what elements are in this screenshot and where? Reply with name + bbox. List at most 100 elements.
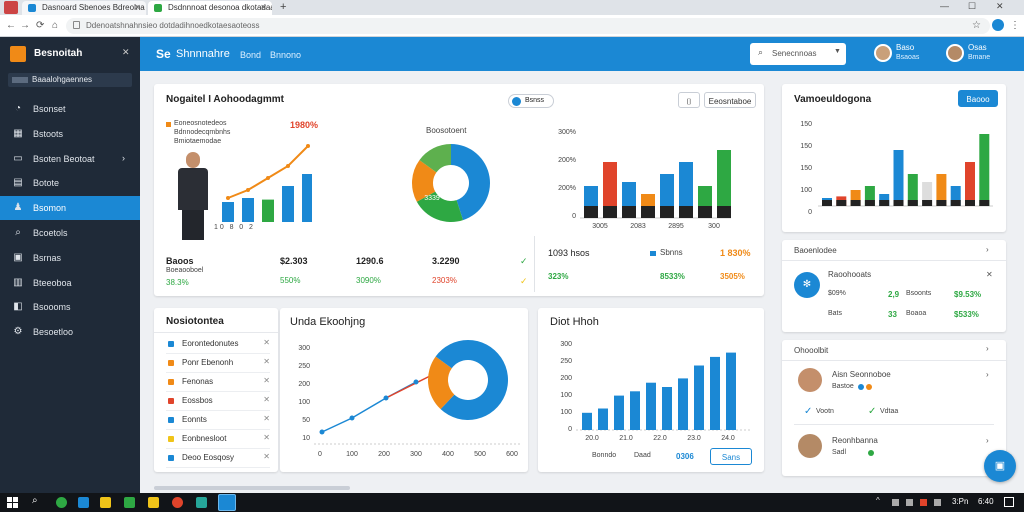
stat-value-3: 3.2290 — [432, 256, 460, 266]
sidebar-item-1[interactable]: ▦ Bstoots — [0, 122, 140, 146]
bar — [678, 378, 688, 430]
list-item[interactable]: Deoo Eosqosy ✕ — [166, 448, 270, 468]
list-item[interactable]: Eonbnesloot ✕ — [166, 429, 270, 449]
browser-tab-1[interactable]: Dasnoard Sbenoes Bdreolna ✕ — [22, 1, 146, 15]
sidebar-item-3[interactable]: ▤ Botote — [0, 171, 140, 195]
tray-icon-red[interactable] — [920, 499, 927, 506]
tray-icon-3[interactable] — [934, 499, 941, 506]
header-tab-bond[interactable]: Bond — [240, 50, 262, 60]
right-top-button[interactable]: Baooo — [958, 90, 998, 107]
close-icon[interactable]: ✕ — [263, 395, 270, 404]
close-icon[interactable]: ✕ — [986, 270, 993, 279]
home-icon[interactable]: ⌂ — [52, 20, 59, 31]
file-explorer-icon[interactable] — [100, 497, 111, 508]
close-icon[interactable]: ✕ — [263, 414, 270, 423]
right-mid-divider — [782, 260, 1006, 261]
y-tick-label: 150 — [800, 165, 812, 172]
person-divider — [794, 424, 994, 425]
tray-icon-2[interactable] — [906, 499, 913, 506]
list-bullet-icon — [168, 436, 174, 442]
bar — [965, 162, 975, 206]
footer-button[interactable]: Sans — [710, 448, 752, 465]
search-input[interactable]: ⌕ Senecnnoas ▼ — [750, 43, 846, 65]
chevron-right-icon[interactable]: › — [986, 436, 989, 445]
sidebar-item-5[interactable]: ⌕ Bcoetols — [0, 221, 140, 245]
growth-point — [306, 144, 310, 148]
app-icon-active[interactable] — [218, 494, 236, 511]
chevron-down-icon[interactable]: › — [986, 245, 989, 254]
app-icon-yellow[interactable] — [148, 497, 159, 508]
export-button[interactable]: Eeosntaboe — [704, 92, 756, 108]
forward-icon[interactable]: → — [20, 20, 30, 31]
profile-icon[interactable] — [992, 19, 1004, 31]
tray-chevron-icon[interactable]: ^ — [876, 496, 880, 505]
menu-icon[interactable]: ⋮ — [1010, 20, 1020, 31]
chevron-right-icon[interactable]: › — [986, 370, 989, 379]
star-icon[interactable]: ☆ — [972, 20, 981, 31]
minimize-icon[interactable]: — — [940, 1, 949, 11]
header-tab-bnnono[interactable]: Bnnono — [270, 50, 302, 60]
user-avatar-2[interactable] — [946, 44, 964, 62]
bar-chart-card: Diot Hhoh 300 250 200 100 100 0 20.0 21.0 22.0 23… — [538, 308, 764, 472]
edge-icon[interactable] — [78, 497, 89, 508]
horizontal-scrollbar[interactable] — [154, 486, 350, 490]
close-tab-icon[interactable]: ✕ — [260, 3, 267, 12]
sidebar-item-0[interactable]: ◔ Bsonset — [0, 97, 140, 121]
x-tick-label: 100 — [346, 451, 358, 458]
taskbar-clock[interactable]: 3:Pn — [952, 497, 969, 506]
sidebar-subtitle-box: Baaalohgaennes — [8, 73, 132, 87]
close-tab-icon[interactable]: ✕ — [134, 3, 141, 12]
app-icon-multicolor[interactable] — [172, 497, 183, 508]
sidebar-close-icon[interactable]: ✕ — [122, 47, 130, 57]
sidebar-item-6[interactable]: ▣ Bsrnas — [0, 246, 140, 270]
app-icon-green[interactable] — [124, 497, 135, 508]
sidebar-item-9[interactable]: ⚙ Besoetloo — [0, 320, 140, 344]
list-card: Nosiotontea Eorontedonutes ✕ Ponr Ebenonh ✕… — [154, 308, 278, 472]
notifications-icon[interactable] — [1004, 497, 1014, 507]
close-icon[interactable]: ✕ — [263, 433, 270, 442]
calendar-button[interactable]: ⌷ — [678, 92, 700, 108]
person-avatar-2[interactable] — [798, 434, 822, 458]
toggle-pill[interactable]: Bsnss — [508, 94, 554, 108]
app-icon-teal[interactable] — [196, 497, 207, 508]
close-icon[interactable]: ✕ — [263, 376, 270, 385]
maximize-icon[interactable]: ☐ — [968, 1, 977, 11]
taskbar-date[interactable]: 6:40 — [978, 497, 994, 506]
check-icon: ✓ — [520, 276, 528, 286]
close-icon[interactable]: ✕ — [263, 357, 270, 366]
close-icon[interactable]: ✕ — [263, 338, 270, 347]
stat-pct-5: 323% — [548, 272, 569, 281]
chevron-down-icon[interactable]: › — [986, 344, 989, 353]
list-item[interactable]: Ponr Ebenonh ✕ — [166, 353, 270, 373]
close-window-icon[interactable]: ✕ — [996, 1, 1004, 11]
list-item[interactable]: Eonnts ✕ — [166, 410, 270, 430]
list-item[interactable]: Eossbos ✕ — [166, 391, 270, 411]
calendar-icon: ▣ — [13, 251, 23, 263]
close-icon[interactable]: ✕ — [263, 452, 270, 461]
plus-icon[interactable]: + — [280, 1, 287, 13]
peak-label: 1980% — [290, 120, 319, 130]
sidebar-item-8[interactable]: ◧ Bsoooms — [0, 295, 140, 319]
sidebar-item-label: Bstoots — [33, 128, 64, 139]
sidebar-item-7[interactable]: ▥ Bteeoboa — [0, 271, 140, 295]
list-bullet-icon — [168, 341, 174, 347]
bar-base — [965, 200, 975, 206]
chrome-icon[interactable] — [56, 497, 67, 508]
browser-profile-avatar[interactable] — [4, 1, 18, 14]
windows-start-icon[interactable] — [7, 497, 18, 508]
search-icon[interactable]: ⌕ — [32, 495, 38, 506]
chat-fab-button[interactable]: ▣ — [984, 450, 1016, 482]
url-field[interactable]: Ddenoatshnahnsieo dotdadihnoedkotaesaote… — [66, 18, 990, 34]
person-avatar-1[interactable] — [798, 368, 822, 392]
browser-tab-2[interactable]: Dsdnnnoat desonoa dkotadaa ✕ — [148, 1, 272, 15]
list-item[interactable]: Fenonas ✕ — [166, 372, 270, 392]
back-icon[interactable]: ← — [6, 20, 16, 31]
sidebar-item-2[interactable]: ▭ Bsoten Beotoat › — [0, 147, 140, 171]
user-avatar-1[interactable] — [874, 44, 892, 62]
reload-icon[interactable]: ⟳ — [36, 20, 45, 31]
sidebar-item-4[interactable]: ♟ Bsomon — [0, 196, 140, 221]
list-item[interactable]: Eorontedonutes ✕ — [166, 334, 270, 354]
stats-divider — [534, 236, 535, 292]
tray-icon-1[interactable] — [892, 499, 899, 506]
